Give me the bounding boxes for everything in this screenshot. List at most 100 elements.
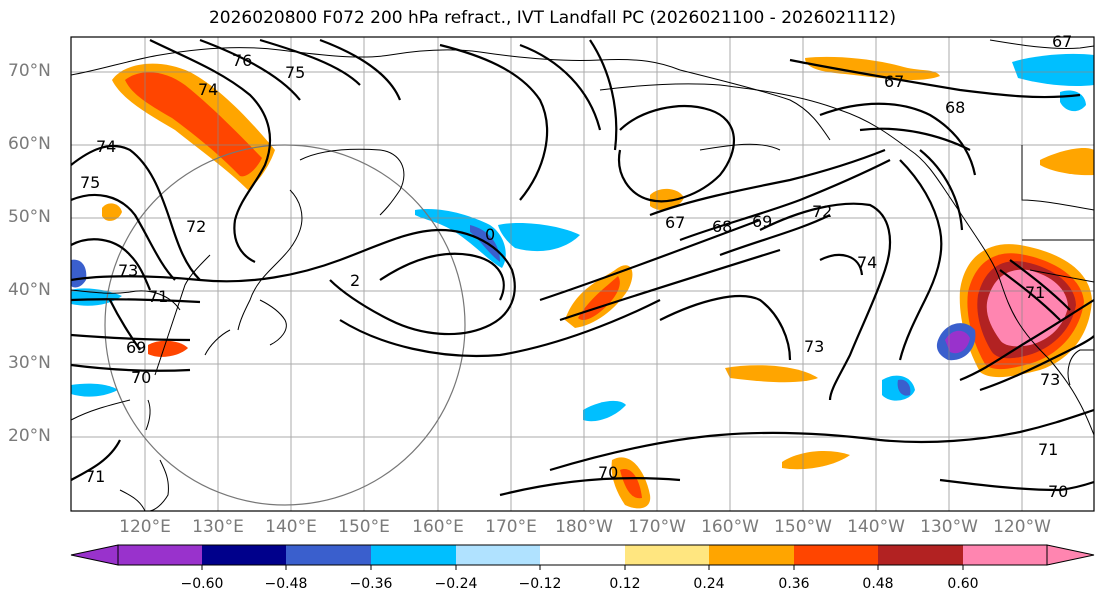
colorbar-segment	[456, 545, 540, 565]
contour-label: 71	[85, 467, 105, 486]
lon-label: 170°E	[485, 517, 537, 537]
shading-negative-region	[1012, 53, 1094, 87]
lon-label: 150°E	[338, 517, 390, 537]
range-circle	[104, 144, 466, 506]
contour-label: 68	[945, 98, 965, 117]
contour-label: 70	[598, 463, 618, 482]
colorbar-tick-label: 0.12	[609, 576, 641, 592]
contour-label: 74	[857, 253, 877, 272]
lat-label: 40°N	[8, 280, 51, 300]
contour-label: 68	[712, 217, 732, 236]
colorbar-segment	[878, 545, 963, 565]
coastlines	[71, 39, 1094, 511]
lon-label: 140°W	[847, 517, 905, 537]
colorbar-segment	[963, 545, 1047, 565]
colorbar-extend-left	[70, 544, 119, 566]
lon-label: 140°E	[265, 517, 317, 537]
shading-negative-region	[71, 383, 118, 397]
colorbar-tick-label: −0.24	[434, 576, 478, 592]
shading-positive-region	[578, 276, 620, 320]
contour-label: 73	[1040, 370, 1060, 389]
contour-label-layer: 67 76 75 74 74 75 72 73 71 69 70 0 2 67 …	[80, 32, 1072, 501]
colorbar-segment	[286, 545, 371, 565]
shading-negative-region	[71, 288, 122, 306]
shading-negative-region	[945, 330, 970, 354]
contour-label: 69	[752, 212, 772, 231]
colorbar-tick-label: −0.60	[180, 576, 224, 592]
shading-positive-region	[650, 188, 684, 211]
shading-negative-region	[498, 223, 580, 252]
contour-label: 69	[126, 338, 146, 357]
lon-label: 130°W	[920, 517, 978, 537]
contour-label: 73	[118, 261, 138, 280]
shading-negative-region	[897, 379, 911, 396]
contour-label: 74	[198, 80, 218, 99]
lon-label: 160°E	[412, 517, 464, 537]
lon-label: 150°W	[774, 517, 832, 537]
contour-label: 67	[884, 72, 904, 91]
colorbar-frame	[117, 544, 1048, 566]
lat-label: 20°N	[8, 426, 51, 446]
contour-label: 67	[665, 213, 685, 232]
contour-label: 2	[350, 271, 360, 290]
shading-layer	[71, 53, 1094, 509]
colorbar-segment	[794, 545, 878, 565]
contour-label: 71	[148, 287, 168, 306]
colorbar-tick-label: −0.48	[264, 576, 308, 592]
colorbar-segment	[371, 545, 456, 565]
shading-positive-region	[620, 469, 642, 499]
shading-negative-region	[415, 209, 506, 268]
colorbar-tick-label: 0.24	[693, 576, 725, 592]
lon-label: 180°W	[555, 517, 613, 537]
chart-title: 2026020800 F072 200 hPa refract., IVT La…	[208, 8, 896, 28]
shading-negative-region	[71, 259, 87, 288]
lon-label: 160°W	[701, 517, 759, 537]
lat-label: 50°N	[8, 207, 51, 227]
shading-positive-region	[148, 340, 188, 357]
contour-label: 67	[1052, 32, 1072, 51]
contour-label: 76	[232, 51, 252, 70]
shading-positive-region	[805, 56, 940, 80]
colorbar-segment	[709, 545, 794, 565]
colorbar-segment	[540, 545, 625, 565]
contour-label: 75	[80, 173, 100, 192]
contour-label: 0	[485, 225, 495, 244]
lat-label: 70°N	[8, 61, 51, 81]
shading-positive-region	[782, 450, 850, 470]
lon-label: 120°E	[119, 517, 171, 537]
contour-label: 73	[804, 337, 824, 356]
colorbar-segment	[202, 545, 286, 565]
lon-label: 130°E	[192, 517, 244, 537]
contour-label: 72	[186, 217, 206, 236]
contour-label: 75	[285, 63, 305, 82]
lon-label: 170°W	[628, 517, 686, 537]
colorbar-tick-label: 0.36	[778, 576, 810, 592]
colorbar-tick-label: −0.36	[349, 576, 393, 592]
colorbar-segment	[118, 545, 202, 565]
contour-label: 72	[812, 202, 832, 221]
shading-positive-region	[102, 203, 122, 221]
map-frame	[70, 36, 1095, 512]
contour-label: 74	[96, 137, 116, 156]
colorbar	[70, 544, 1095, 570]
colorbar-segment	[625, 545, 709, 565]
lat-label: 60°N	[8, 134, 51, 154]
colorbar-extend-right	[1046, 544, 1095, 566]
contour-label: 70	[1048, 482, 1068, 501]
colorbar-tick-label: 0.60	[947, 576, 979, 592]
shading-positive-region	[725, 365, 818, 383]
contour-label: 71	[1025, 283, 1045, 302]
contour-label: 70	[131, 368, 151, 387]
graticule	[71, 37, 1094, 511]
contour-label: 71	[1038, 440, 1058, 459]
shading-positive-region	[125, 72, 262, 177]
lon-label: 120°W	[993, 517, 1051, 537]
shading-negative-region	[583, 400, 626, 422]
shading-positive-region	[1040, 148, 1094, 176]
colorbar-tick-label: −0.12	[518, 576, 562, 592]
shading-negative-region	[470, 225, 500, 262]
contours	[71, 38, 1094, 497]
colorbar-tick-label: 0.48	[862, 576, 894, 592]
lat-label: 30°N	[8, 353, 51, 373]
